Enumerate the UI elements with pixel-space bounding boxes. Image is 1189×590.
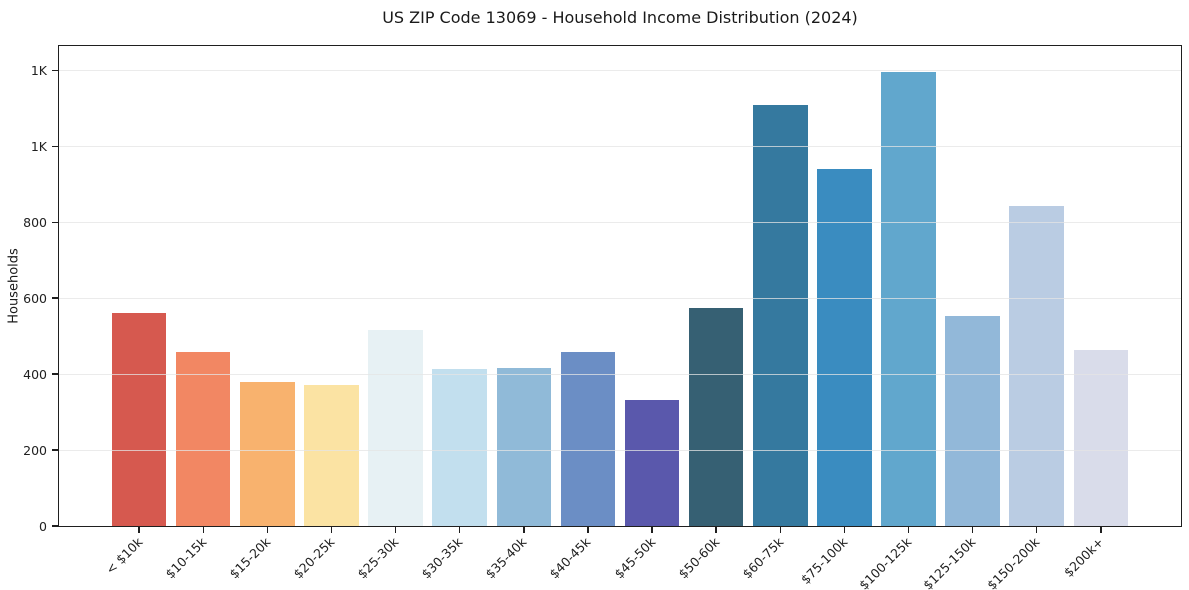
bar-5 bbox=[368, 330, 423, 526]
x-tick-label: $40-45k bbox=[546, 534, 594, 582]
bar-11 bbox=[753, 104, 808, 526]
gridline-1000 bbox=[59, 146, 1181, 148]
bar-9 bbox=[624, 399, 680, 526]
bar-4 bbox=[304, 385, 359, 526]
y-tick-label: 400 bbox=[23, 366, 47, 382]
x-tick-label: $30-35k bbox=[418, 534, 466, 582]
x-tick-mark bbox=[587, 527, 589, 533]
x-tick-label: $125-150k bbox=[920, 534, 979, 590]
x-tick-mark bbox=[394, 527, 397, 533]
gridline-800 bbox=[59, 222, 1181, 224]
x-tick-mark bbox=[843, 527, 846, 533]
x-tick-label: $60-75k bbox=[739, 534, 787, 582]
bar-2 bbox=[176, 352, 231, 526]
x-tick-mark bbox=[651, 527, 653, 533]
x-tick-mark bbox=[1100, 527, 1102, 533]
x-tick-label: $20-25k bbox=[290, 534, 338, 582]
x-tick-label: $75-100k bbox=[797, 534, 851, 587]
bar-7 bbox=[496, 367, 552, 526]
x-tick-mark bbox=[459, 527, 461, 533]
y-tick-mark bbox=[52, 221, 58, 223]
bar-12 bbox=[817, 169, 872, 526]
x-tick-label: $25-30k bbox=[354, 534, 402, 582]
y-tick-mark bbox=[52, 373, 58, 375]
chart-title: US ZIP Code 13069 - Household Income Dis… bbox=[382, 8, 858, 27]
y-tick-mark bbox=[52, 525, 58, 527]
y-tick-mark bbox=[52, 449, 58, 451]
y-tick-mark bbox=[52, 69, 58, 71]
bar-6 bbox=[432, 368, 487, 526]
x-tick-mark bbox=[266, 527, 269, 533]
y-tick-label: 200 bbox=[23, 442, 47, 458]
x-tick-mark bbox=[523, 527, 525, 533]
x-tick-mark bbox=[1036, 527, 1038, 533]
x-tick-label: $10-15k bbox=[162, 534, 210, 582]
y-tick-mark bbox=[52, 145, 58, 147]
y-axis-label: Households bbox=[6, 248, 22, 324]
y-tick-label: 800 bbox=[23, 214, 47, 230]
y-tick-label: 1K bbox=[30, 62, 47, 78]
y-tick-mark bbox=[52, 297, 58, 299]
y-tick-label: 0 bbox=[39, 518, 47, 534]
x-tick-mark bbox=[715, 527, 717, 533]
bar-3 bbox=[240, 381, 295, 526]
bar-16 bbox=[1073, 349, 1129, 526]
x-tick-label: $35-40k bbox=[482, 534, 530, 582]
gridline-600 bbox=[59, 298, 1181, 300]
x-tick-mark bbox=[779, 527, 781, 533]
x-tick-label: $15-20k bbox=[226, 534, 274, 582]
x-tick-label: $45-50k bbox=[610, 534, 658, 582]
x-tick-mark bbox=[202, 527, 204, 533]
gridline-1200 bbox=[59, 70, 1181, 72]
bar-1 bbox=[111, 312, 167, 526]
bar-8 bbox=[560, 351, 616, 526]
gridline-200 bbox=[59, 450, 1181, 452]
x-tick-label: $50-60k bbox=[675, 534, 723, 582]
x-tick-mark bbox=[971, 527, 974, 533]
x-tick-mark bbox=[907, 527, 910, 533]
x-tick-mark bbox=[138, 527, 140, 533]
x-tick-label: < $10k bbox=[102, 534, 146, 578]
bar-15 bbox=[1009, 205, 1064, 526]
bar-14 bbox=[945, 316, 1000, 526]
bar-10 bbox=[688, 308, 744, 526]
x-tick-label: $200k+ bbox=[1061, 534, 1107, 580]
y-tick-label: 1K bbox=[30, 138, 47, 154]
gridline-400 bbox=[59, 374, 1181, 376]
x-tick-label: $150-200k bbox=[984, 534, 1043, 590]
plot-area: 0 200 400 600 800 1K 1K < $10k $10-15k $15-20k $2… bbox=[23, 45, 1182, 590]
y-tick-label: 600 bbox=[23, 290, 47, 306]
x-tick-mark bbox=[330, 527, 333, 533]
x-tick-label: $100-125k bbox=[856, 534, 915, 590]
